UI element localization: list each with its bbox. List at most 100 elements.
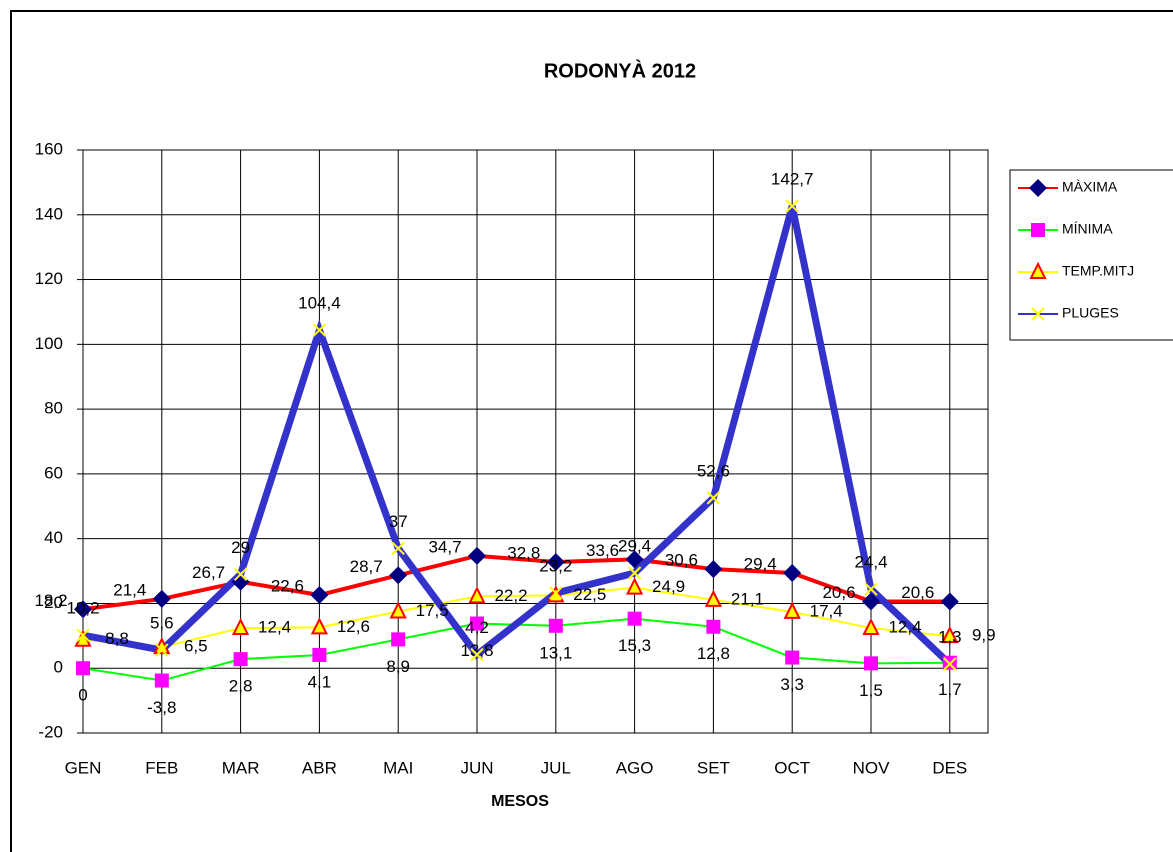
x-tick-label: JUN	[460, 758, 493, 777]
data-label: 37	[389, 512, 408, 531]
y-tick-label: 40	[44, 528, 63, 547]
marker	[704, 560, 723, 579]
marker	[785, 199, 799, 213]
x-tick-label: MAI	[383, 758, 413, 777]
marker	[704, 589, 723, 607]
data-label: 142,7	[771, 170, 814, 189]
x-tick-label: FEB	[145, 758, 178, 777]
x-axis-title: MESOS	[491, 793, 549, 810]
data-label: 15,3	[618, 636, 651, 655]
data-label: 28,7	[350, 557, 383, 576]
marker	[549, 586, 563, 600]
data-label: 1,7	[938, 680, 962, 699]
marker	[862, 617, 880, 636]
x-tick-label: MAR	[222, 758, 260, 777]
chart-title: RODONYÀ 2012	[544, 59, 696, 82]
y-tick-label: 20	[44, 593, 63, 612]
data-label: 12,4	[258, 618, 291, 637]
legend-label: MÀXIMA	[1062, 179, 1118, 195]
marker	[389, 601, 407, 619]
y-tick-label: 100	[35, 334, 63, 353]
marker	[546, 552, 565, 571]
data-label: 20,6	[822, 583, 855, 602]
x-tick-label: ABR	[302, 758, 337, 777]
plot-area	[82, 149, 989, 734]
data-label: 5,6	[150, 614, 174, 633]
marker	[706, 619, 721, 634]
y-tick-label: -20	[38, 722, 63, 741]
data-label: 13,8	[460, 641, 493, 660]
marker	[231, 572, 250, 591]
marker	[1031, 307, 1045, 321]
data-label: 8,9	[386, 657, 410, 676]
y-tick-label: 80	[44, 399, 63, 418]
x-tick-label: SET	[697, 758, 730, 777]
data-label: 4,1	[308, 672, 332, 691]
marker	[783, 563, 802, 582]
marker	[468, 586, 486, 604]
marker	[941, 625, 959, 644]
marker	[625, 550, 644, 569]
marker	[1031, 223, 1045, 237]
data-label: 30,6	[665, 551, 698, 570]
marker	[785, 650, 800, 665]
marker	[1029, 261, 1047, 279]
data-label: 22,2	[494, 586, 527, 605]
data-label: 1,5	[859, 681, 883, 700]
marker	[470, 647, 484, 662]
data-label: 29,4	[744, 554, 777, 573]
data-label: 24,4	[854, 553, 887, 572]
marker	[76, 628, 90, 642]
data-label: 4,2	[465, 618, 489, 637]
data-label: 24,9	[652, 577, 685, 596]
data-label: 29	[231, 538, 250, 557]
marker	[231, 617, 250, 636]
marker	[940, 592, 959, 611]
marker	[864, 656, 878, 671]
marker	[310, 617, 329, 635]
marker	[233, 652, 248, 667]
legend-label: MÍNIMA	[1062, 221, 1113, 237]
data-label: 22,5	[573, 585, 606, 604]
data-label: 13,1	[539, 643, 572, 662]
data-label: 12,6	[337, 617, 370, 636]
x-tick-label: DES	[932, 758, 967, 777]
data-label: 23,2	[539, 557, 572, 576]
marker	[627, 566, 642, 580]
marker	[548, 618, 563, 633]
data-label: -3,8	[147, 698, 176, 717]
data-label: 52,6	[697, 461, 730, 480]
series-line	[82, 586, 950, 649]
marker	[627, 611, 642, 626]
marker	[943, 657, 957, 671]
marker	[706, 491, 721, 505]
data-label: 34,7	[428, 537, 461, 556]
x-tick-label: NOV	[853, 758, 891, 777]
legend-box	[1009, 169, 1173, 341]
data-label: 9,9	[972, 626, 996, 645]
x-tick-label: OCT	[774, 758, 810, 777]
legend-label: PLUGES	[1062, 305, 1119, 321]
data-label: 18,2	[34, 591, 67, 610]
y-tick-label: 120	[35, 269, 63, 288]
marker	[625, 577, 644, 595]
data-label: 1,3	[938, 627, 962, 646]
data-label: 10,2	[66, 599, 99, 618]
data-label: 17,4	[810, 601, 843, 620]
marker	[1029, 179, 1047, 197]
x-tick-label: GEN	[65, 758, 102, 777]
marker	[470, 616, 484, 631]
data-label: 22,6	[271, 577, 304, 596]
marker	[233, 567, 248, 582]
y-tick-label: 0	[54, 658, 63, 677]
x-tick-label: AGO	[616, 758, 654, 777]
marker	[864, 582, 878, 596]
legend-label: TEMP.MITJ	[1062, 263, 1134, 279]
marker	[312, 323, 327, 337]
marker	[468, 546, 486, 565]
marker	[76, 661, 90, 676]
data-label: 12,8	[697, 644, 730, 663]
marker	[74, 600, 92, 619]
marker	[389, 566, 408, 585]
